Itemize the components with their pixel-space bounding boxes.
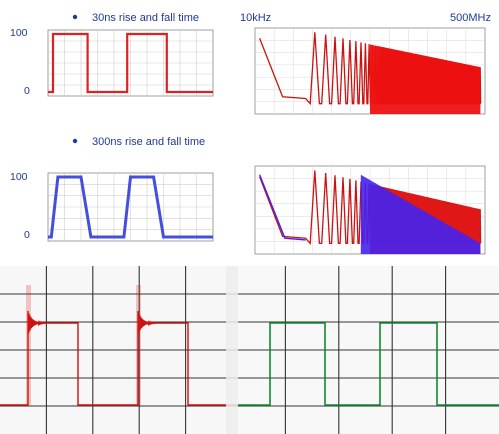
caption-30ns: 30ns rise and fall time (92, 12, 199, 24)
y-tick-0: 0 (24, 229, 30, 241)
scope-capture-ringing (0, 266, 232, 434)
scope-grid (0, 266, 232, 434)
scope-grid (232, 266, 499, 434)
spectrum-fill-purple (360, 174, 481, 254)
section-divider (0, 262, 499, 266)
square-wave-trace-blue (48, 175, 213, 239)
square-wave-trace-red (48, 32, 213, 94)
caption-freq-high: 500MHz (450, 12, 491, 24)
spectrum-trace-red-blue (258, 170, 482, 254)
spectrum-chart-30ns (254, 27, 486, 115)
spectrum-chart-300ns (254, 165, 486, 255)
ringing-trace (0, 310, 232, 406)
ringing-blur (136, 285, 141, 405)
scope-capture-clean (232, 266, 499, 434)
spectrum-trace-red (258, 32, 482, 114)
spectrum-fill (370, 44, 481, 114)
caption-freq-low: 10kHz (240, 12, 271, 24)
bullet-icon (72, 14, 78, 20)
y-tick-100: 100 (10, 27, 28, 39)
bullet-icon (72, 138, 78, 144)
caption-300ns: 300ns rise and fall time (92, 136, 205, 148)
ringing-wave-trace-red (0, 285, 232, 406)
spectrum-line-purple (258, 174, 306, 241)
y-tick-100: 100 (10, 171, 28, 183)
plot-grid (48, 173, 213, 241)
plot-grid (48, 30, 213, 96)
time-chart-30ns: 100 0 (10, 27, 214, 97)
ringing-blur (26, 285, 31, 405)
photo-seam (226, 266, 238, 434)
time-chart-300ns: 100 0 (10, 171, 214, 242)
clean-wave-trace-green (232, 322, 499, 406)
y-tick-0: 0 (24, 85, 30, 97)
